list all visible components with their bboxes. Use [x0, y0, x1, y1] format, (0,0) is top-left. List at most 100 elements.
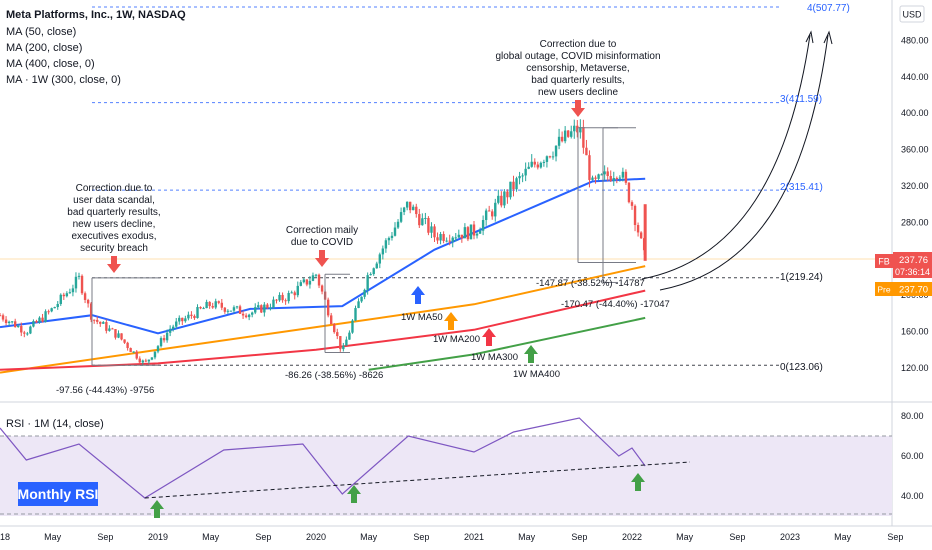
- candle-body: [421, 218, 424, 226]
- fb-timer: 07:36:14: [895, 267, 930, 277]
- candle-body: [600, 174, 603, 176]
- candle-body: [156, 346, 160, 352]
- candle-body: [384, 240, 388, 249]
- candle-body: [521, 175, 524, 177]
- arrow-up-ma300: [482, 328, 496, 346]
- rsi-band: [0, 436, 892, 516]
- candle-body: [445, 240, 448, 242]
- candle-body: [178, 317, 181, 322]
- candle-body: [448, 240, 451, 242]
- ma200-label: 1W MA200: [433, 334, 480, 345]
- candle-body: [333, 324, 336, 333]
- pre-price-tag: [893, 282, 932, 296]
- annotation-2020: Correction maily due to COVID: [286, 225, 358, 248]
- time-tick-1: May: [44, 532, 62, 542]
- rsi-tick-0: 80.00: [901, 411, 924, 421]
- candle-body: [311, 275, 315, 281]
- candle-body: [10, 321, 14, 323]
- measure-2018-label: -97.56 (-44.43%) -9756: [56, 385, 154, 396]
- indicator-ma50[interactable]: MA (50, close): [6, 26, 76, 38]
- candle-body: [74, 276, 78, 289]
- candle-body: [451, 237, 454, 242]
- candle-body: [202, 308, 205, 310]
- candle-body: [47, 311, 50, 313]
- candle-body: [339, 336, 342, 350]
- time-tick-0: 2018: [0, 532, 10, 542]
- candle-body: [290, 292, 293, 294]
- candle-body: [494, 202, 497, 217]
- candle-body: [603, 171, 606, 175]
- candle-body: [424, 217, 427, 219]
- candle-body: [527, 166, 530, 169]
- rsi-title[interactable]: RSI · 1M (14, close): [6, 418, 104, 430]
- time-tick-14: Sep: [729, 532, 745, 542]
- candle-body: [56, 303, 59, 308]
- time-tick-8: Sep: [413, 532, 429, 542]
- ma50-label: 1W MA50: [401, 312, 443, 323]
- candle-body: [23, 332, 26, 334]
- candle-body: [369, 274, 372, 276]
- candle-body: [187, 314, 190, 319]
- candle-body: [181, 317, 184, 322]
- candle-body: [38, 317, 41, 323]
- candle-body: [439, 234, 442, 241]
- arrow-up-rsi-2020: [347, 485, 361, 503]
- price-tick-2: 400.00: [901, 108, 929, 118]
- annotation-2018-line-5: executives exodus,: [71, 231, 156, 242]
- candle-body: [302, 279, 306, 283]
- projection-arrowhead-1: [805, 30, 814, 44]
- candle-body: [205, 301, 208, 309]
- candle-last: [643, 204, 647, 261]
- annotation-2018-line-1: Correction due to: [76, 183, 153, 194]
- measure-2021b-label: -170.47 (-44.40%) -17047: [561, 299, 670, 310]
- candle-body: [609, 176, 612, 181]
- candle-body: [114, 329, 117, 338]
- candle-body: [545, 156, 549, 162]
- time-tick-13: May: [676, 532, 694, 542]
- candle-body: [35, 321, 38, 323]
- candle-body: [566, 130, 570, 137]
- candle-body: [175, 321, 178, 327]
- candle-body: [582, 127, 585, 148]
- candle-body: [412, 206, 415, 211]
- pre-symbol: Pre: [877, 285, 891, 295]
- candle-body: [263, 304, 266, 313]
- candle-body: [588, 155, 591, 180]
- candle-body: [102, 322, 105, 324]
- projection-curve-2: [659, 34, 829, 291]
- ma50-line: [0, 177, 646, 335]
- candle-body: [372, 268, 375, 275]
- candle-body: [573, 125, 576, 132]
- fib-level-0: 0(123.06): [780, 362, 823, 373]
- currency-button[interactable]: [899, 5, 925, 23]
- candle-body: [171, 326, 175, 329]
- candle-body: [348, 332, 351, 340]
- price-tick-9: 120.00: [901, 363, 929, 373]
- measure-2021a-label: -147.87 (-38.52%) -14787: [536, 278, 645, 289]
- candle-body: [378, 254, 382, 264]
- candle-body: [7, 321, 11, 324]
- candle-body: [150, 357, 154, 360]
- candle-body: [336, 332, 339, 337]
- candle-body: [254, 307, 257, 313]
- indicator-ma400[interactable]: MA (400, close, 0): [6, 58, 95, 70]
- indicator-ma200[interactable]: MA (200, close): [6, 42, 82, 54]
- fib-level-1: 1(219.24): [780, 272, 823, 283]
- candle-body: [71, 288, 75, 293]
- candle-body: [17, 326, 20, 328]
- time-tick-2: Sep: [97, 532, 113, 542]
- candle-body: [621, 171, 625, 178]
- candle-body: [570, 131, 573, 137]
- measure-2020-label: -86.26 (-38.56%) -8626: [285, 370, 383, 381]
- candle-body: [469, 224, 473, 240]
- candle-body: [484, 210, 488, 221]
- candle-body: [269, 307, 272, 309]
- indicator-ma300[interactable]: MA · 1W (300, close, 0): [6, 74, 121, 86]
- monthly-rsi-label: Monthly RSI: [18, 486, 99, 502]
- fb-symbol-tag: [875, 254, 893, 268]
- candle-body: [390, 235, 394, 238]
- annotation-2018-line-3: bad quarterly results,: [67, 207, 160, 218]
- time-tick-17: Sep: [887, 532, 903, 542]
- candle-body: [126, 342, 129, 349]
